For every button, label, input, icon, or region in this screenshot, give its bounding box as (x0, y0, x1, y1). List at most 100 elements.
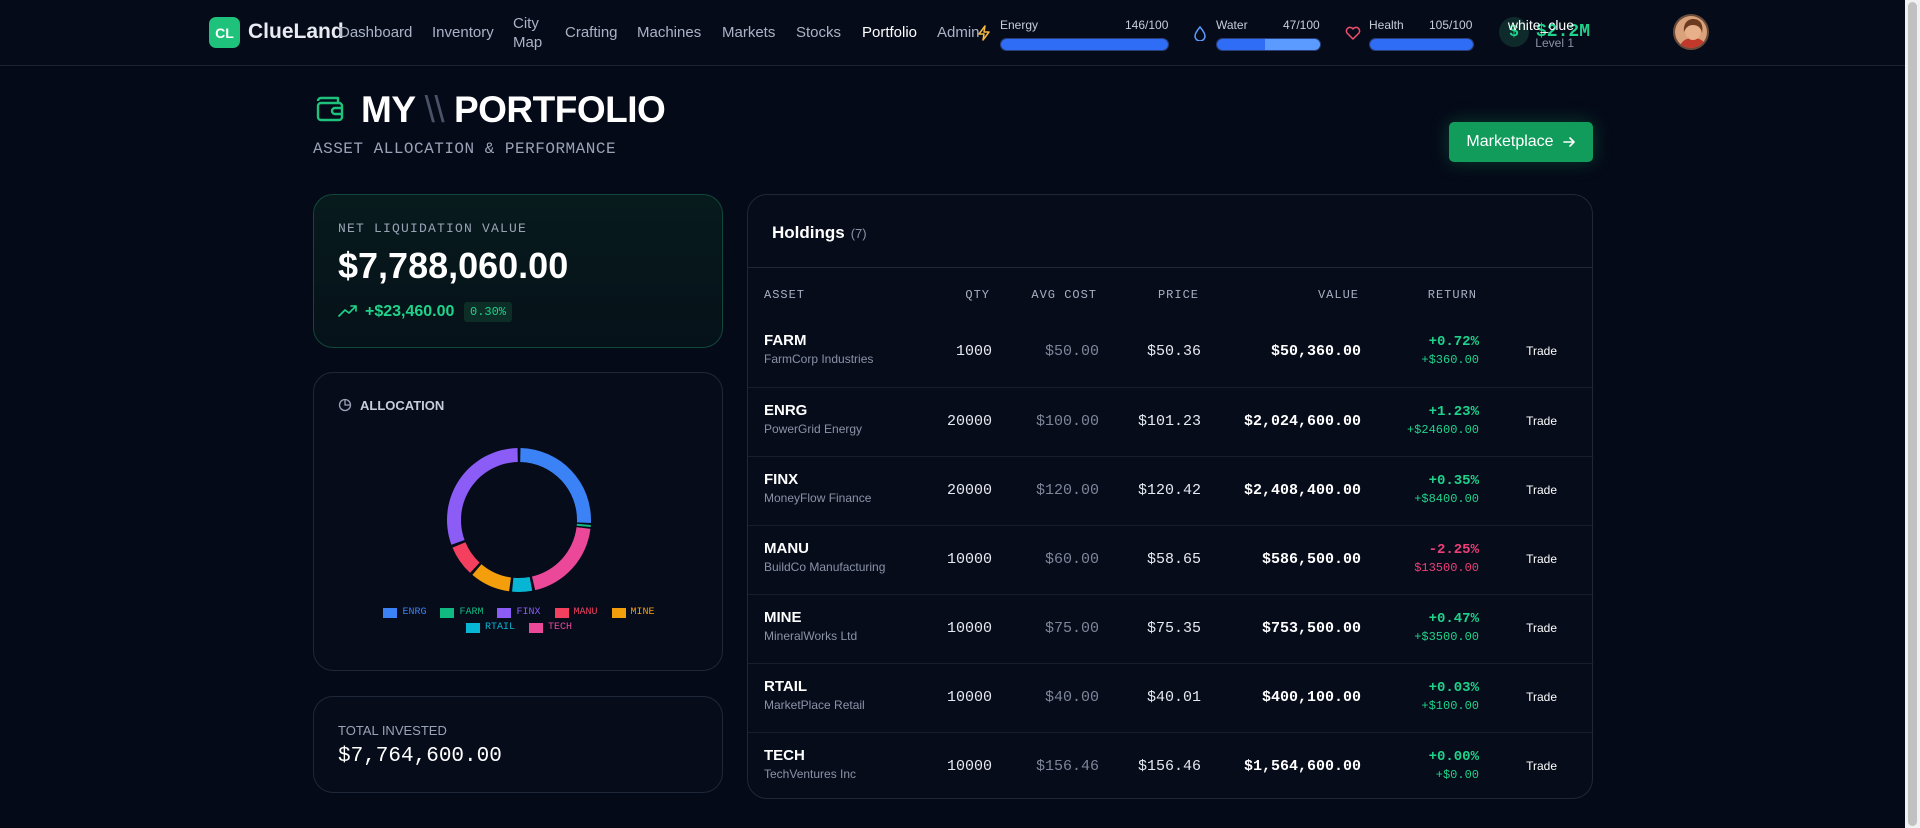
page-subtitle: ASSET ALLOCATION & PERFORMANCE (313, 140, 617, 158)
scrollbar-thumb[interactable] (1908, 2, 1917, 826)
trade-button[interactable]: Trade (1526, 414, 1557, 428)
donut-slice-mine[interactable] (472, 564, 511, 592)
energy-value: 146/100 (1125, 18, 1169, 32)
health-label: Health (1369, 18, 1404, 32)
asset-symbol: MINE (764, 609, 802, 626)
asset-value: $400,100.00 (1261, 689, 1361, 706)
asset-return-pct: +1.23% (1428, 404, 1479, 420)
nav-machines[interactable]: Machines (637, 24, 702, 41)
asset-avg-cost: $156.46 (1035, 758, 1099, 775)
asset-return-amount: +$8400.00 (1414, 492, 1479, 506)
asset-name: BuildCo Manufacturing (764, 560, 886, 574)
asset-qty: 20000 (946, 413, 992, 430)
avatar[interactable] (1673, 14, 1709, 50)
legend-item[interactable]: RTAIL (465, 622, 515, 633)
nav-markets[interactable]: Markets (722, 24, 776, 41)
donut-slice-rtail[interactable] (512, 577, 533, 592)
legend-swatch (497, 607, 512, 618)
trade-button[interactable]: Trade (1526, 344, 1557, 358)
asset-price: $101.23 (1137, 413, 1201, 430)
water-label: Water (1216, 18, 1248, 32)
asset-name: PowerGrid Energy (764, 422, 863, 436)
legend-swatch (383, 607, 398, 618)
asset-avg-cost: $100.00 (1035, 413, 1099, 430)
donut-slice-finx[interactable] (447, 448, 518, 545)
marketplace-button[interactable]: Marketplace (1449, 122, 1593, 162)
asset-value: $50,360.00 (1270, 343, 1361, 360)
legend-item[interactable]: TECH (529, 622, 572, 633)
asset-name: MineralWorks Ltd (764, 629, 858, 643)
asset-return-pct: +0.00% (1428, 749, 1479, 765)
page-title: MY \\ PORTFOLIO (361, 89, 666, 131)
asset-return-amount: +$0.00 (1435, 768, 1479, 782)
asset-value: $2,024,600.00 (1243, 413, 1361, 430)
nav-city-map[interactable]: City Map (513, 15, 543, 51)
net-liquidation-change-pct: 0.30% (464, 302, 513, 322)
health-bar-fill (1370, 39, 1473, 50)
asset-symbol: RTAIL (764, 678, 808, 695)
donut-slice-farm[interactable] (576, 523, 591, 527)
bolt-icon (978, 25, 990, 41)
asset-price: $40.01 (1146, 689, 1201, 706)
page-title-sep: \\ (424, 89, 445, 130)
legend-swatch (529, 622, 543, 633)
trade-button[interactable]: Trade (1526, 621, 1557, 635)
water-value: 47/100 (1283, 18, 1320, 32)
asset-name: MarketPlace Retail (764, 698, 865, 712)
table-row: ENRG PowerGrid Energy 20000 $100.00 $101.23 $… (748, 387, 1594, 456)
username[interactable]: white_clue (1507, 17, 1574, 33)
table-row: MINE MineralWorks Ltd 10000 $75.00 $75.35 $75… (748, 594, 1594, 663)
col-value: VALUE (1317, 288, 1359, 302)
legend-item[interactable]: MINE (611, 607, 655, 618)
page-scrollbar[interactable] (1905, 0, 1920, 828)
legend-item[interactable]: FINX (497, 607, 541, 618)
water-bar (1216, 38, 1321, 51)
asset-return-amount: +$100.00 (1421, 699, 1479, 713)
legend-label: MANU (573, 607, 598, 618)
allocation-card: ALLOCATION ENRG FARM FINX MANU MINE RTAIL TECH (313, 372, 723, 671)
water-bar-remaining (1265, 39, 1320, 50)
donut-slice-tech[interactable] (532, 527, 591, 591)
arrow-right-icon (1562, 137, 1575, 147)
asset-price: $50.36 (1146, 343, 1201, 360)
heart-icon (1345, 26, 1361, 40)
asset-return-pct: +0.35% (1428, 473, 1479, 489)
asset-price: $156.46 (1137, 758, 1201, 775)
asset-price: $75.35 (1146, 620, 1201, 637)
wallet-icon (316, 96, 344, 122)
trade-button[interactable]: Trade (1526, 759, 1557, 773)
health-bar (1369, 38, 1474, 51)
asset-symbol: TECH (764, 747, 805, 764)
legend-label: FINX (516, 607, 541, 618)
net-liquidation-label: NET LIQUIDATION VALUE (338, 221, 528, 236)
nav-portfolio[interactable]: Portfolio (862, 24, 918, 41)
net-liquidation-card: NET LIQUIDATION VALUE $7,788,060.00 +$23… (313, 194, 723, 348)
legend-item[interactable]: FARM (440, 607, 483, 618)
donut-slice-enrg[interactable] (520, 448, 591, 523)
trade-button[interactable]: Trade (1526, 690, 1557, 704)
col-avg-cost: AVG COST (1031, 288, 1097, 302)
logo-badge[interactable]: CL (209, 17, 240, 48)
table-row: TECH TechVentures Inc 10000 $156.46 $156.46 $… (748, 732, 1594, 801)
top-navbar: CL ClueLand Dashboard Inventory City Map… (0, 0, 1905, 66)
legend-item[interactable]: MANU (554, 607, 598, 618)
legend-item[interactable]: ENRG (383, 607, 426, 618)
holdings-card: Holdings (7) ASSET QTY AVG COST PRICE VAL… (747, 194, 1594, 801)
holdings-count: (7) (850, 226, 867, 241)
nav-dashboard[interactable]: Dashboard (339, 24, 413, 41)
nav-inventory[interactable]: Inventory (432, 24, 494, 41)
nav-crafting[interactable]: Crafting (565, 24, 618, 41)
asset-symbol: FINX (764, 471, 799, 488)
trade-button[interactable]: Trade (1526, 483, 1557, 497)
nav-stocks[interactable]: Stocks (796, 24, 842, 41)
net-liquidation-change: +$23,460.00 (365, 303, 455, 320)
trade-button[interactable]: Trade (1526, 552, 1557, 566)
asset-avg-cost: $50.00 (1044, 343, 1099, 360)
col-asset: ASSET (764, 288, 806, 302)
asset-price: $58.65 (1146, 551, 1201, 568)
nav-admin[interactable]: Admin (937, 24, 980, 41)
donut-slice-manu[interactable] (452, 542, 480, 573)
asset-qty: 10000 (946, 551, 992, 568)
logo-text[interactable]: ClueLand (248, 20, 344, 43)
money-balance: $2.2M (1536, 22, 1591, 42)
